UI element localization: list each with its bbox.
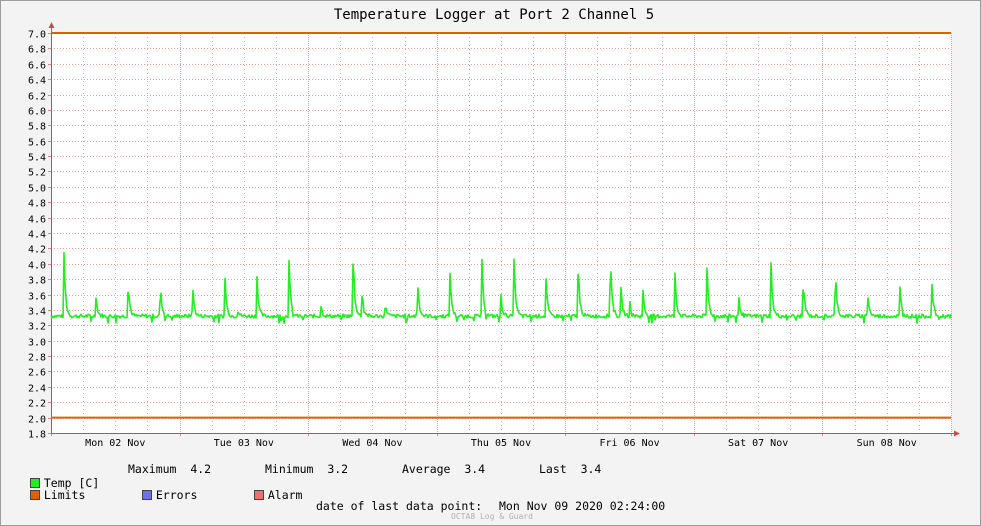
stat-minimum: Minimum 3.2 [265, 462, 348, 476]
chart-title: Temperature Logger at Port 2 Channel 5 [334, 7, 654, 23]
y-tick-label: 2.2 [28, 399, 46, 410]
x-tick-label: Tue 03 Nov [214, 438, 274, 449]
errors-swatch-icon [141, 490, 152, 500]
last-data-point-value: Mon Nov 09 2020 02:24:00 [499, 499, 665, 513]
y-tick-label: 7.0 [28, 30, 46, 41]
legend-limits-label: Limits [43, 488, 86, 502]
y-tick-label: 4.4 [28, 230, 46, 241]
stat-average-label: Average [402, 462, 451, 476]
y-tick-label: 2.8 [28, 353, 46, 364]
y-tick-label: 6.2 [28, 92, 46, 103]
stat-last-value: 3.4 [580, 462, 602, 476]
y-tick-label: 3.8 [28, 276, 46, 287]
stat-maximum-label: Maximum [128, 462, 177, 476]
y-tick-label: 2.6 [28, 368, 46, 379]
stat-last-label: Last [539, 462, 567, 476]
y-tick-label: 3.4 [28, 307, 46, 318]
x-tick-label: Mon 02 Nov [85, 438, 145, 449]
y-tick-label: 1.8 [28, 430, 46, 441]
y-tick-label: 5.8 [28, 122, 46, 133]
x-axis-arrow-icon [954, 430, 960, 437]
limit-lines [51, 32, 951, 419]
y-tick-label: 5.6 [28, 138, 46, 149]
legend-alarm: Alarm [240, 474, 302, 502]
limits-swatch-icon [29, 490, 40, 500]
y-tick-label: 6.0 [28, 107, 46, 118]
temp-swatch-icon [29, 478, 40, 488]
y-tick-label: 4.0 [28, 261, 46, 272]
x-tick-label: Thu 05 Nov [471, 438, 531, 449]
legend-alarm-label: Alarm [267, 488, 303, 502]
stat-minimum-value: 3.2 [327, 462, 349, 476]
y-tick-label: 5.2 [28, 168, 46, 179]
y-tick-label: 6.4 [28, 76, 46, 87]
y-tick-label: 3.2 [28, 322, 46, 333]
y-tick-label: 5.0 [28, 184, 46, 195]
stat-maximum: Maximum 4.2 [128, 462, 211, 476]
alarm-swatch-icon [253, 490, 264, 500]
stat-last: Last 3.4 [539, 462, 601, 476]
y-tick-label: 6.6 [28, 61, 46, 72]
legend-temp-label: Temp [C] [43, 476, 100, 490]
grid [51, 33, 952, 434]
y-tick-label: 2.0 [28, 415, 46, 426]
y-tick-label: 4.8 [28, 199, 46, 210]
x-tick-label: Sat 07 Nov [728, 438, 788, 449]
y-axis-arrow-icon [48, 22, 55, 28]
stat-average: Average 3.4 [402, 462, 485, 476]
temperature-series [50, 251, 952, 325]
legend-errors-label: Errors [155, 488, 198, 502]
watermark: OCTA8 Log & Guard [451, 512, 533, 521]
legend-row-1: Temp [C] [16, 462, 99, 490]
y-tick-label: 4.2 [28, 245, 46, 256]
y-tick-label: 2.4 [28, 384, 46, 395]
legend-limits: Limits [16, 474, 85, 502]
x-axis: Mon 02 Nov Tue 03 Nov Wed 04 Nov Thu 05 Nov… [51, 430, 960, 449]
y-tick-label: 3.0 [28, 338, 46, 349]
temp-series-line [50, 251, 952, 325]
stat-maximum-value: 4.2 [190, 462, 212, 476]
y-tick-label: 6.8 [28, 45, 46, 56]
y-tick-label: 5.4 [28, 153, 46, 164]
y-axis: 7.0 6.8 6.6 6.4 6.2 6.0 5.8 5.6 5.4 5.2 5.0 4.8 4.6 4… [28, 22, 55, 441]
stat-minimum-label: Minimum [265, 462, 314, 476]
y-tick-label: 4.6 [28, 215, 46, 226]
last-data-point-label: date of last data point: [316, 499, 482, 513]
stat-average-value: 3.4 [464, 462, 486, 476]
x-tick-label: Fri 06 Nov [599, 438, 659, 449]
x-tick-label: Sun 08 Nov [857, 438, 917, 449]
legend-errors: Errors [128, 474, 197, 502]
y-tick-label: 3.6 [28, 292, 46, 303]
x-tick-label: Wed 04 Nov [342, 438, 402, 449]
